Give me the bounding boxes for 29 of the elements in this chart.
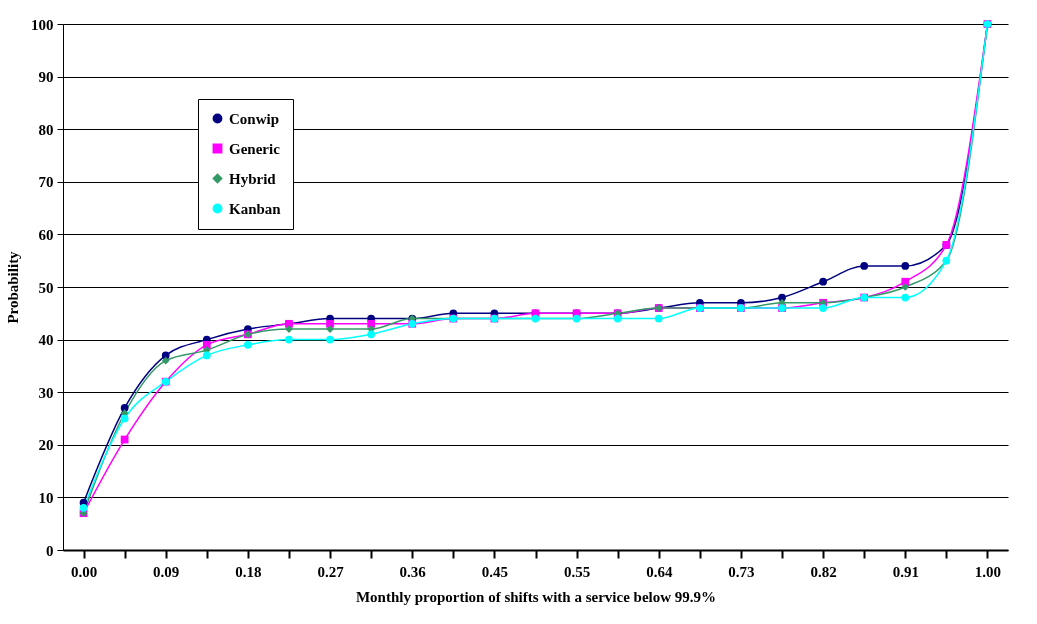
legend-label: Generic <box>229 140 281 157</box>
x-tick-label: 0.64 <box>646 563 673 580</box>
legend-label: Kanban <box>229 200 282 217</box>
x-tick-label: 0.73 <box>728 563 755 580</box>
x-tick-label: 1.00 <box>974 563 1002 580</box>
y-tick-label: 60 <box>38 226 54 243</box>
legend-label: Conwip <box>229 110 280 127</box>
y-tick-label: 30 <box>38 384 54 401</box>
y-tick-label: 10 <box>38 489 54 506</box>
y-tick-label: 40 <box>38 332 54 349</box>
x-tick-label: 0.91 <box>892 563 919 580</box>
y-tick-label: 70 <box>38 174 54 191</box>
x-tick-label: 0.09 <box>153 563 180 580</box>
y-tick-label: 50 <box>38 279 54 296</box>
x-tick-label: 0.00 <box>70 563 98 580</box>
x-tick-label: 0.82 <box>810 563 837 580</box>
x-axis-title: Monthly proportion of shifts with a service below 99.9% <box>355 588 717 605</box>
legend-label: Hybrid <box>229 170 277 187</box>
x-tick-label: 0.45 <box>481 563 509 580</box>
x-tick-label: 0.36 <box>399 563 427 580</box>
y-tick-label: 20 <box>38 437 54 454</box>
y-tick-label: 90 <box>38 69 54 86</box>
x-tick-label: 0.18 <box>235 563 262 580</box>
x-tick-label: 0.27 <box>317 563 345 580</box>
y-tick-label: 100 <box>31 16 54 33</box>
y-axis-title: Probability <box>5 250 21 324</box>
x-tick-label: 0.55 <box>563 563 591 580</box>
y-tick-label: 0 <box>46 542 54 559</box>
y-tick-label: 80 <box>38 121 54 138</box>
